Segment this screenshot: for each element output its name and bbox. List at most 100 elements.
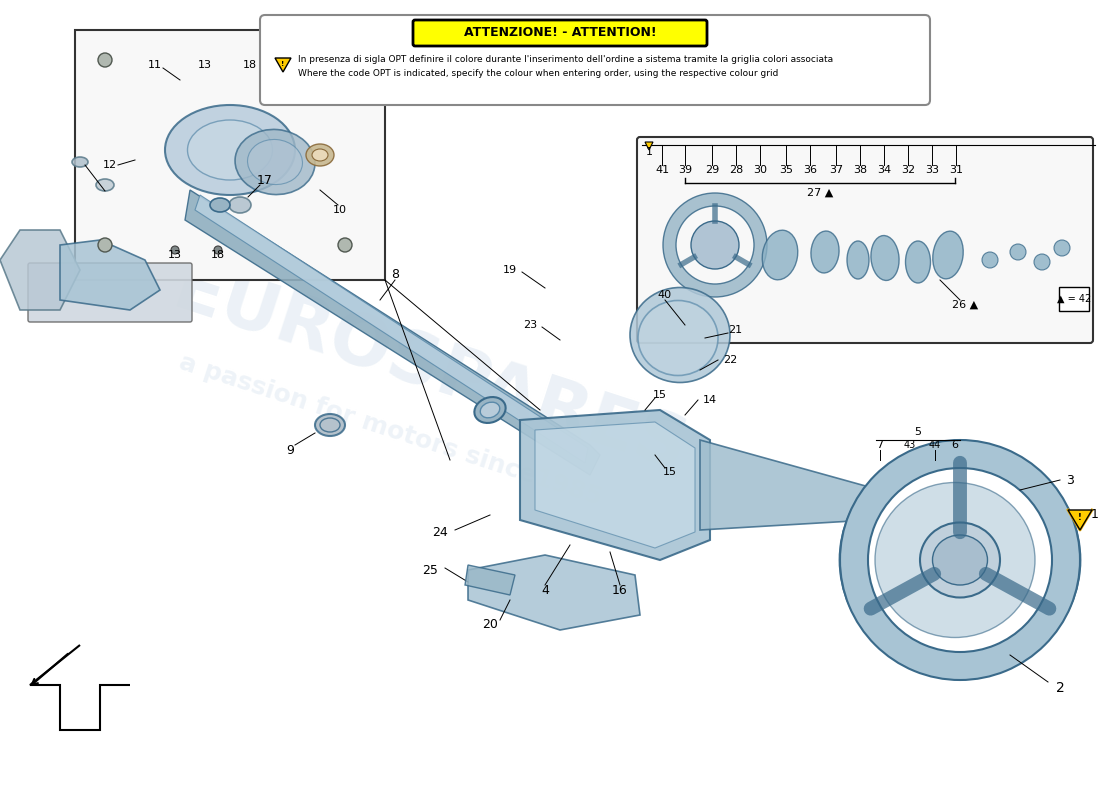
Text: 41: 41 (654, 165, 669, 175)
Ellipse shape (312, 149, 328, 161)
Text: 15: 15 (653, 390, 667, 400)
Text: 12: 12 (103, 160, 117, 170)
Circle shape (691, 221, 739, 269)
Text: 15: 15 (663, 467, 676, 477)
Text: 4: 4 (541, 583, 549, 597)
Text: 26 ▲: 26 ▲ (952, 300, 978, 310)
Ellipse shape (229, 197, 251, 213)
Text: 1: 1 (1091, 509, 1099, 522)
FancyArrowPatch shape (870, 574, 934, 609)
Text: 6: 6 (952, 440, 958, 450)
Ellipse shape (474, 397, 506, 423)
FancyBboxPatch shape (28, 263, 192, 322)
Text: 18: 18 (211, 250, 226, 260)
Ellipse shape (306, 144, 334, 166)
Text: 36: 36 (803, 165, 817, 175)
Circle shape (1010, 244, 1026, 260)
FancyBboxPatch shape (412, 20, 707, 46)
Circle shape (338, 238, 352, 252)
Text: 34: 34 (877, 165, 891, 175)
Text: 18: 18 (243, 60, 257, 70)
Ellipse shape (481, 402, 499, 418)
Text: 14: 14 (703, 395, 717, 405)
Circle shape (1054, 240, 1070, 256)
Text: EUROSPARES: EUROSPARES (164, 254, 696, 486)
Polygon shape (645, 142, 653, 150)
Ellipse shape (847, 241, 869, 279)
Polygon shape (468, 555, 640, 630)
Polygon shape (465, 565, 515, 595)
Text: 17: 17 (257, 174, 273, 186)
Text: 40: 40 (658, 290, 672, 300)
Text: 25: 25 (422, 563, 438, 577)
FancyBboxPatch shape (75, 30, 385, 280)
Text: 21: 21 (728, 325, 743, 335)
Text: 43: 43 (904, 440, 916, 450)
Circle shape (1034, 254, 1050, 270)
Text: 1: 1 (646, 147, 652, 157)
FancyBboxPatch shape (1059, 287, 1089, 311)
Text: 23: 23 (522, 320, 537, 330)
Ellipse shape (248, 139, 302, 185)
Ellipse shape (638, 301, 718, 375)
Text: 8: 8 (390, 269, 399, 282)
Ellipse shape (933, 535, 988, 585)
FancyBboxPatch shape (637, 137, 1093, 343)
Wedge shape (663, 193, 767, 297)
Polygon shape (700, 440, 880, 530)
Ellipse shape (96, 179, 114, 191)
FancyArrowPatch shape (986, 574, 1049, 609)
Ellipse shape (933, 231, 964, 279)
Circle shape (214, 246, 222, 254)
Text: 24: 24 (432, 526, 448, 538)
Text: 13: 13 (168, 250, 182, 260)
Ellipse shape (905, 241, 931, 283)
Circle shape (98, 238, 112, 252)
Polygon shape (60, 240, 160, 310)
Polygon shape (1068, 510, 1092, 530)
Ellipse shape (871, 235, 899, 281)
Text: 5: 5 (914, 427, 922, 437)
Text: 3: 3 (1066, 474, 1074, 486)
FancyBboxPatch shape (260, 15, 930, 105)
Text: 13: 13 (198, 60, 212, 70)
Text: 30: 30 (754, 165, 767, 175)
Ellipse shape (210, 198, 230, 212)
Text: 10: 10 (333, 205, 346, 215)
Text: 39: 39 (678, 165, 692, 175)
Text: 37: 37 (829, 165, 843, 175)
Ellipse shape (630, 287, 730, 382)
Text: !: ! (282, 61, 285, 67)
Text: 33: 33 (925, 165, 939, 175)
Ellipse shape (187, 120, 273, 180)
Text: 44: 44 (928, 440, 942, 450)
Text: !: ! (1078, 513, 1082, 522)
Text: 7: 7 (877, 440, 883, 450)
Ellipse shape (165, 105, 295, 195)
Text: 38: 38 (852, 165, 867, 175)
Polygon shape (185, 190, 600, 475)
Text: 22: 22 (723, 355, 737, 365)
Text: 29: 29 (705, 165, 719, 175)
Wedge shape (840, 440, 1080, 680)
Polygon shape (535, 422, 695, 548)
Ellipse shape (874, 482, 1035, 638)
Text: 9: 9 (286, 443, 294, 457)
Text: 11: 11 (148, 60, 162, 70)
Polygon shape (520, 410, 710, 560)
Text: a passion for motors since1985: a passion for motors since1985 (176, 350, 605, 510)
Ellipse shape (920, 522, 1000, 598)
Circle shape (982, 252, 998, 268)
Text: 27 ▲: 27 ▲ (807, 188, 833, 198)
Circle shape (170, 246, 179, 254)
Text: 2: 2 (1056, 681, 1065, 695)
Text: In presenza di sigla OPT definire il colore durante l'inserimento dell'ordine a : In presenza di sigla OPT definire il col… (298, 55, 833, 65)
Text: 16: 16 (612, 583, 628, 597)
Text: 19: 19 (503, 265, 517, 275)
Polygon shape (195, 195, 588, 463)
Text: ▲ = 42: ▲ = 42 (1057, 294, 1091, 304)
Ellipse shape (72, 157, 88, 167)
Circle shape (338, 53, 352, 67)
Ellipse shape (811, 231, 839, 273)
Text: Where the code OPT is indicated, specify the colour when entering order, using t: Where the code OPT is indicated, specify… (298, 70, 779, 78)
